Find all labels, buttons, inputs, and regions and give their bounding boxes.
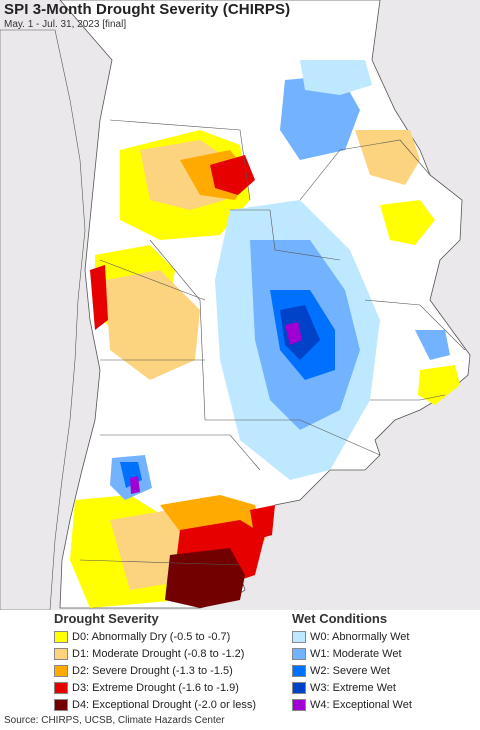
wet-patches [110, 60, 450, 500]
legend-label-w1: W1: Moderate Wet [310, 647, 402, 660]
legend-item-w3: W3: Extreme Wet [292, 679, 412, 696]
source-credit: Source: CHIRPS, UCSB, Climate Hazards Ce… [4, 715, 225, 726]
legend-item-d0: D0: Abnormally Dry (-0.5 to -0.7) [54, 628, 256, 645]
drought-legend: Drought Severity D0: Abnormally Dry (-0.… [54, 610, 256, 713]
swatch-w1 [292, 647, 306, 660]
swatch-d3 [54, 681, 68, 694]
legend-item-w0: W0: Abnormally Wet [292, 628, 412, 645]
boundaries [79, 119, 466, 566]
legend-label-d2: D2: Severe Drought (-1.3 to -1.5) [72, 664, 233, 677]
wet-legend: Wet Conditions W0: Abnormally Wet W1: Mo… [292, 610, 412, 713]
swatch-w3 [292, 681, 306, 694]
legend-item-d3: D3: Extreme Drought (-1.6 to -1.9) [54, 679, 256, 696]
swatch-w2 [292, 664, 306, 677]
pacific-coast-area [0, 29, 86, 610]
legend-label-w0: W0: Abnormally Wet [310, 630, 410, 643]
legend-label-d3: D3: Extreme Drought (-1.6 to -1.9) [72, 681, 239, 694]
drought-map [0, 0, 471, 610]
legend-item-w4: W4: Exceptional Wet [292, 696, 412, 713]
legend-item-d4: D4: Exceptional Drought (-2.0 or less) [54, 696, 256, 713]
legend-label-w2: W2: Severe Wet [310, 664, 390, 677]
drought-legend-heading: Drought Severity [54, 611, 159, 626]
map-panel: SPI 3-Month Drought Severity (CHIRPS) Ma… [0, 0, 480, 610]
legend-label-w3: W3: Extreme Wet [310, 681, 396, 694]
swatch-d4 [54, 698, 68, 711]
legend-item-d1: D1: Moderate Drought (-0.8 to -1.2) [54, 645, 256, 662]
swatch-d0 [54, 630, 68, 643]
swatch-d1 [54, 647, 68, 660]
wet-legend-heading: Wet Conditions [292, 611, 388, 626]
legend-label-d0: D0: Abnormally Dry (-0.5 to -0.7) [72, 630, 231, 643]
legend-item-w2: W2: Severe Wet [292, 662, 412, 679]
legend-item-d2: D2: Severe Drought (-1.3 to -1.5) [54, 662, 256, 679]
drought-patches [70, 130, 460, 608]
legend-item-w1: W1: Moderate Wet [292, 645, 412, 662]
legend-label-w4: W4: Exceptional Wet [310, 698, 412, 711]
swatch-w0 [292, 630, 306, 643]
map-title: SPI 3-Month Drought Severity (CHIRPS) [4, 1, 291, 18]
swatch-w4 [292, 698, 306, 711]
swatch-d2 [54, 664, 68, 677]
legend-label-d1: D1: Moderate Drought (-0.8 to -1.2) [72, 647, 245, 660]
map-subtitle: May. 1 - Jul. 31, 2023 [final] [4, 19, 127, 30]
legend-label-d4: D4: Exceptional Drought (-2.0 or less) [72, 698, 257, 711]
